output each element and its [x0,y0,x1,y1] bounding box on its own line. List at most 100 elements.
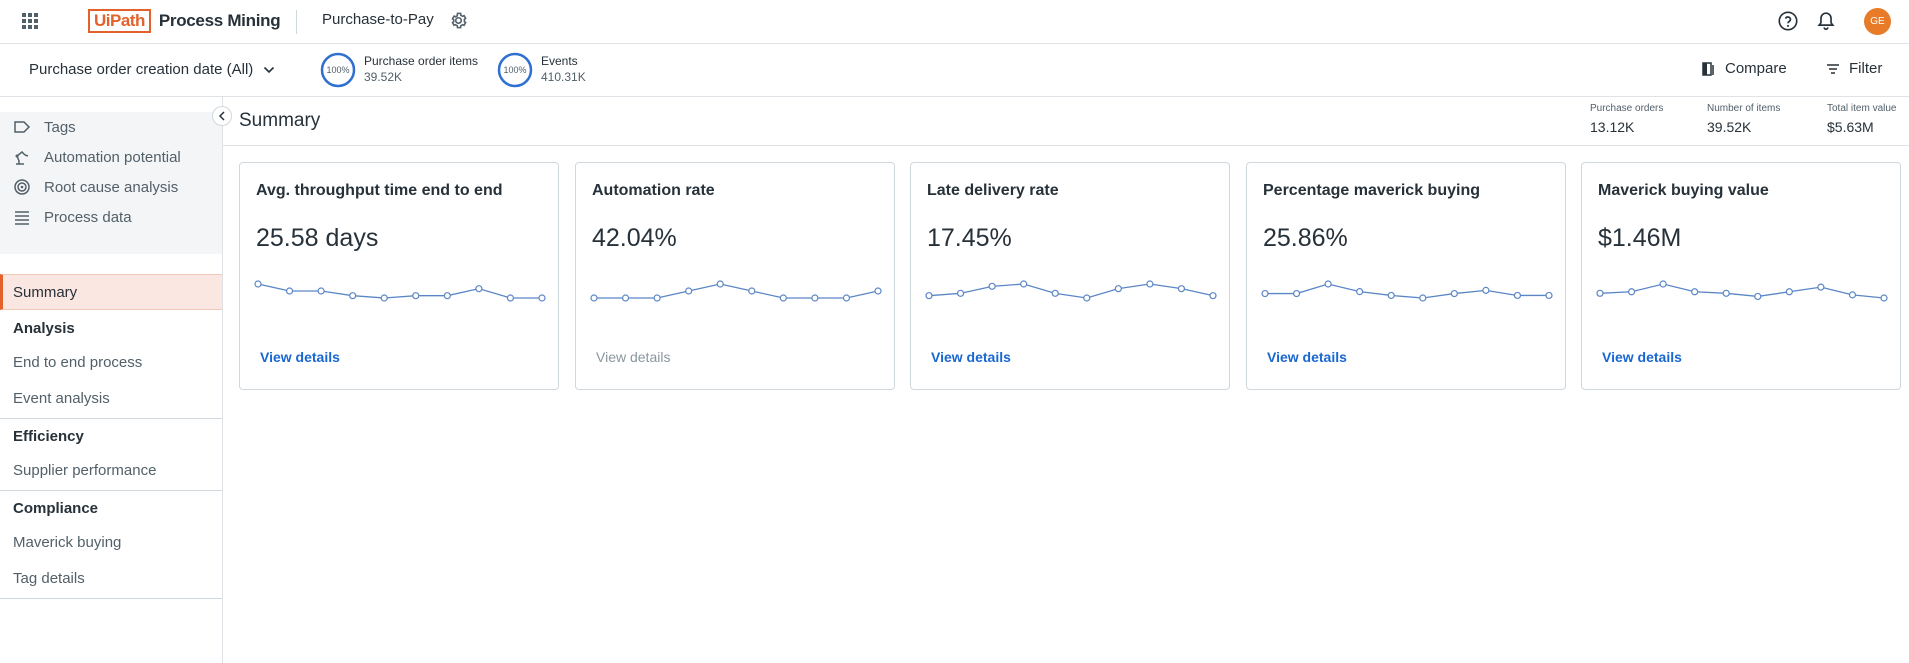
tools-panel: Tags Automation potential Root cause ana… [0,112,222,254]
collapse-sidebar-button[interactable] [212,106,232,126]
kpi-ring: 100% [497,52,533,88]
sidebar-item-maverick-buying[interactable]: Maverick buying [13,533,122,551]
card-value: $1.46M [1598,224,1682,252]
nav-divider [0,598,222,599]
kpi-value: 410.31K [541,70,586,84]
sparkline-point [317,287,325,295]
avatar[interactable]: GE [1864,8,1891,35]
sparkline-point [443,292,451,300]
robot-arm-icon [15,150,29,165]
view-details-link[interactable]: View details [1602,349,1682,365]
card-title: Late delivery rate [927,182,1059,199]
sidebar: Tags Automation potential Root cause ana… [0,97,232,663]
summary-stat: Purchase orders 13.12K [1590,103,1663,135]
view-details-link[interactable]: View details [260,349,340,365]
sidebar-item-tags[interactable]: Tags [13,112,76,142]
stat-label: Purchase orders [1590,103,1664,114]
view-details-link[interactable]: View details [596,349,671,365]
sparkline-point [1177,285,1186,293]
tag-icon [14,121,31,133]
compare-button[interactable]: Compare [1702,60,1787,77]
sparkline-chart [925,280,1217,302]
date-filter-dropdown[interactable]: Purchase order creation date (All) [29,61,275,78]
product-logo[interactable]: UiPath Process Mining [88,7,281,35]
target-icon [14,179,30,195]
summary-stat: Total item value $5.63M [1827,103,1896,135]
stat-label: Number of items [1707,103,1781,114]
sidebar-item-label: Automation potential [44,148,181,166]
compare-label: Compare [1725,60,1787,77]
sparkline-point [685,287,693,295]
sparkline-point [380,294,388,302]
page-title: Summary [239,110,321,131]
card-title: Avg. throughput time end to end [256,182,503,199]
sparkline-point [285,287,294,295]
top-bar: UiPath Process Mining Purchase-to-Pay GE [0,0,1909,44]
sparkline-point [1419,294,1427,302]
sparkline-chart [590,280,882,302]
sidebar-item-event-analysis[interactable]: Event analysis [13,389,110,407]
sparkline-point [1659,280,1667,288]
sparkline-series [1265,283,1549,299]
logo-brand: UiPath [88,9,151,33]
sidebar-item-root-cause-analysis[interactable]: Root cause analysis [13,172,178,202]
app-name[interactable]: Purchase-to-Pay [322,11,434,28]
view-details-link[interactable]: View details [1267,349,1347,365]
card-value: 25.58 days [256,224,379,252]
sparkline-point [506,294,515,302]
sparkline-point [1785,288,1793,296]
view-details-link[interactable]: View details [931,349,1011,365]
sidebar-item-process-data[interactable]: Process data [13,202,132,232]
bell-icon[interactable] [1815,10,1837,32]
kpi-card: Automation rate 42.04% View details [575,162,895,390]
logo-product-name: Process Mining [158,11,281,30]
sidebar-item-end-to-end-process[interactable]: End to end process [13,353,143,371]
sparkline-point [1292,289,1301,298]
help-icon[interactable] [1777,10,1799,32]
sparkline-point [1513,291,1522,300]
date-filter-label: Purchase order creation date (All) [29,61,254,78]
sidebar-item-label: Root cause analysis [44,178,179,196]
sparkline-point [811,294,819,302]
sparkline-point [1209,292,1217,300]
sidebar-item-label: Process data [44,208,132,226]
sparkline-point [1754,292,1762,301]
apps-grid-icon[interactable] [21,12,39,30]
sidebar-item-automation-potential[interactable]: Automation potential [13,142,181,172]
sidebar-item-tag-details[interactable]: Tag details [13,569,85,587]
sparkline-series [928,283,1214,299]
sparkline-point [716,280,724,288]
sparkline-point [1880,294,1888,302]
card-value: 25.86% [1263,224,1348,252]
sparkline-point [748,287,756,295]
sparkline-point [1482,286,1490,294]
sparkline-chart [1596,280,1888,302]
sparkline-point [925,292,933,300]
nav-divider [0,490,222,491]
stat-value: 39.52K [1707,119,1752,135]
sparkline-series [257,283,542,299]
sparkline-point [1627,288,1636,296]
sparkline-point [1083,294,1091,302]
sparkline-series [594,283,879,299]
filter-lines-icon [1827,63,1839,74]
kpi-ring-label: 100% [326,65,350,75]
sidebar-item-supplier-performance[interactable]: Supplier performance [13,461,157,479]
kpi-name: Events [541,54,578,68]
sparkline-point [1261,289,1269,298]
list-icon [15,211,29,225]
kpi-card: Avg. throughput time end to end 25.58 da… [239,162,559,390]
sparkline-point [1848,291,1857,299]
sparkline-point [1356,288,1364,296]
sparkline-point [874,287,882,295]
gear-icon[interactable] [449,11,468,30]
sidebar-item-summary[interactable]: Summary [0,274,222,310]
sparkline-point [1450,289,1458,298]
divider [223,145,1909,146]
card-title: Maverick buying value [1598,182,1769,199]
filter-button[interactable]: Filter [1826,60,1882,77]
sparkline-point [1051,289,1059,297]
sparkline-point [412,292,420,300]
sparkline-point [842,294,851,302]
sparkline-point [956,289,965,297]
